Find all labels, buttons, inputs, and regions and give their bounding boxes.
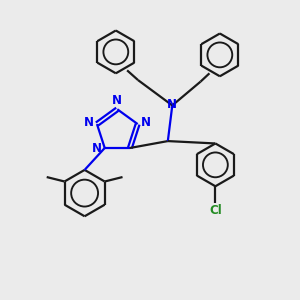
Text: Cl: Cl <box>209 204 222 217</box>
Text: N: N <box>167 98 177 111</box>
Text: N: N <box>141 116 151 129</box>
Text: N: N <box>84 116 94 129</box>
Text: N: N <box>92 142 101 155</box>
Text: N: N <box>112 94 122 107</box>
